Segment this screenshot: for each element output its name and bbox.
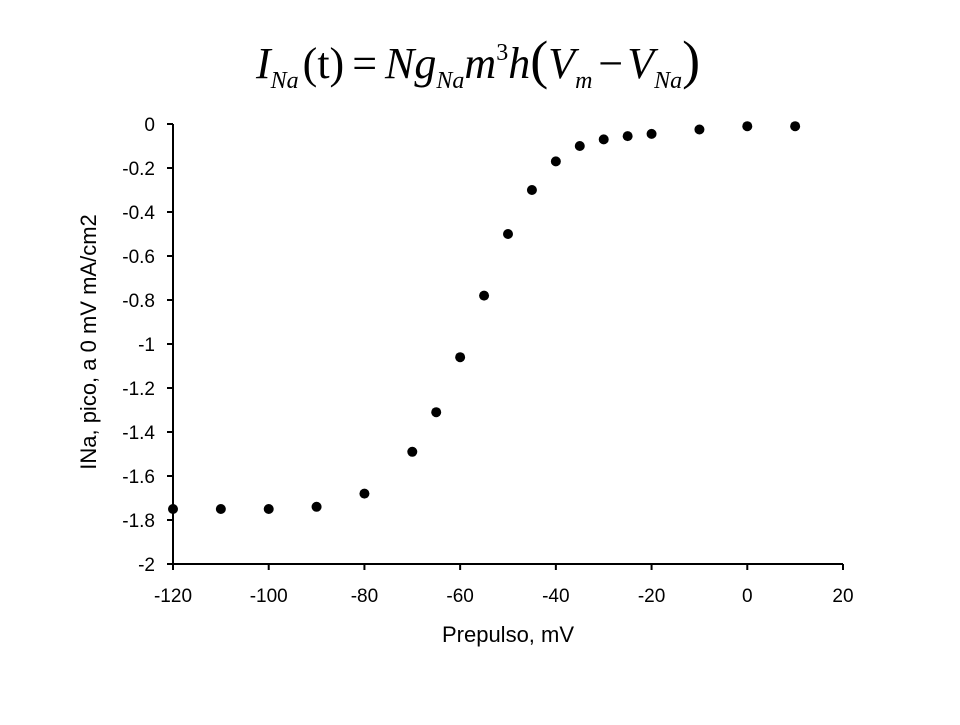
y-tick-label: -2 <box>138 555 155 576</box>
formula-v-m-subscript: m <box>575 68 592 94</box>
x-tick-label: -100 <box>250 586 288 607</box>
formula-m: m <box>464 39 496 88</box>
y-axis-title: INa, pico, a 0 mV mA/cm2 <box>76 214 101 470</box>
y-tick-label: -1.2 <box>122 379 155 400</box>
formula-time-arg: (t) <box>303 39 345 88</box>
data-point <box>646 128 657 139</box>
x-tick-label: -120 <box>154 586 192 607</box>
data-point <box>263 504 274 514</box>
y-tick-label: -1.6 <box>122 467 155 488</box>
data-point <box>431 407 442 418</box>
x-tick-label: -40 <box>542 586 569 607</box>
formula-g: g <box>414 39 436 88</box>
x-tick-label: -20 <box>638 586 665 607</box>
x-axis-ticks: -120 -100 -80 -60 -40 -20 0 20 <box>154 564 854 607</box>
data-point <box>479 290 490 301</box>
y-tick-label: -1 <box>138 335 155 356</box>
data-point <box>622 131 633 142</box>
formula-g-subscript: Na <box>435 68 464 94</box>
y-tick-label: 0 <box>144 115 155 136</box>
formula-equals: = <box>352 39 377 88</box>
data-point <box>550 156 561 167</box>
formula-minus: − <box>598 39 623 88</box>
y-tick-label: -0.4 <box>122 203 155 224</box>
y-tick-label: -0.6 <box>122 247 155 268</box>
y-tick-label: -0.2 <box>122 159 155 180</box>
x-tick-label: -60 <box>446 586 473 607</box>
formula-v-na: V <box>627 39 659 88</box>
data-point <box>694 124 705 135</box>
data-point <box>526 185 537 195</box>
data-point <box>168 504 178 514</box>
data-point <box>503 229 513 239</box>
y-tick-label: -0.8 <box>122 291 155 312</box>
data-point <box>407 446 418 457</box>
formula-v-m: V <box>548 39 580 88</box>
x-tick-label: 0 <box>742 586 753 607</box>
data-point <box>598 134 609 145</box>
formula-i: I <box>255 39 273 88</box>
data-point <box>359 488 370 499</box>
formula-title: INa(t) = NgNam3h(Vm −VNa) <box>255 30 700 94</box>
data-point <box>790 121 801 132</box>
formula-i-subscript: Na <box>270 68 299 94</box>
y-tick-label: -1.4 <box>122 423 155 444</box>
data-points <box>168 121 801 514</box>
data-point <box>215 504 226 514</box>
y-tick-label: -1.8 <box>122 511 155 532</box>
data-point <box>574 141 585 151</box>
formula-n: N <box>384 39 417 88</box>
data-point <box>311 501 322 512</box>
formula-close-paren: ) <box>682 30 700 90</box>
x-tick-label: 20 <box>832 586 853 607</box>
data-point <box>455 352 466 363</box>
formula-h: h <box>508 39 530 88</box>
formula-v-na-subscript: Na <box>653 68 682 94</box>
x-axis-title: Prepulso, mV <box>442 622 574 647</box>
formula-open-paren: ( <box>530 30 548 90</box>
formula-m-exponent: 3 <box>496 40 508 66</box>
y-axis-ticks: 0 -0.2 -0.4 -0.6 -0.8 -1 -1.2 -1.4 -1.6 -1.8 -2 <box>122 115 173 576</box>
data-point <box>742 121 753 132</box>
x-tick-label: -80 <box>351 586 378 607</box>
